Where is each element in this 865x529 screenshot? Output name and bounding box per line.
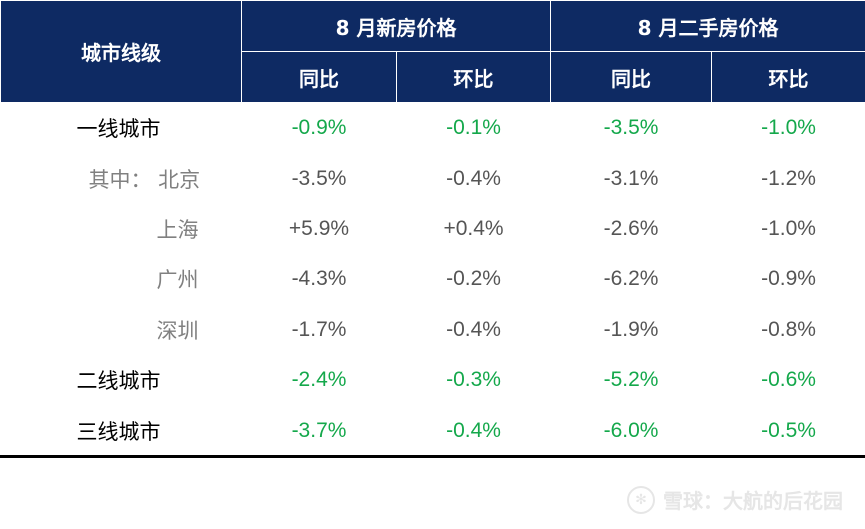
cell-resale-yoy: -1.9%	[603, 317, 659, 341]
table-bottom-rule	[0, 455, 865, 458]
cell-resale-yoy: -5.2%	[603, 368, 659, 392]
header-new-yoy: 同比	[241, 51, 397, 103]
header-row-2: 同比 环比 同比 环比	[1, 51, 865, 103]
row-label: 上海	[156, 217, 199, 242]
row-label: 深圳	[156, 318, 199, 343]
row-label: 其中： 北京	[88, 167, 201, 192]
header-resale-home: 8 月二手房价格	[550, 0, 865, 52]
cell-new-yoy: -2.4%	[291, 368, 347, 392]
row-label: 二线城市	[76, 369, 161, 394]
table-row: 三线城市 -3.7% -0.4% -6.0% -0.5%	[1, 405, 865, 455]
cell-new-mom: -0.4%	[446, 317, 501, 341]
header-row-1: 城市线级 8 月新房价格 8 月二手房价格	[0, 0, 865, 103]
cell-resale-mom: -0.6%	[761, 368, 816, 392]
cell-new-yoy: -1.7%	[291, 317, 347, 341]
watermark-text: 雪球：大航的后花园	[663, 489, 843, 513]
cell-resale-yoy: -6.0%	[603, 418, 659, 442]
row-label: 一线城市	[76, 117, 161, 142]
cell-resale-mom: -1.0%	[761, 216, 816, 240]
cell-resale-mom: -1.0%	[761, 116, 816, 140]
cell-new-mom: -0.4%	[446, 418, 501, 442]
cell-new-mom: -0.1%	[446, 116, 501, 140]
table-row: 上海 +5.9% +0.4% -2.6% -1.0%	[1, 204, 865, 254]
cell-resale-yoy: -3.5%	[603, 116, 659, 140]
cell-new-yoy: -3.7%	[291, 418, 347, 442]
table-row: 深圳 -1.7% -0.4% -1.9% -0.8%	[1, 305, 865, 355]
snowball-logo-icon: ✻	[627, 485, 655, 514]
header-resale-mom: 环比	[711, 51, 865, 103]
cell-new-yoy: -0.9%	[291, 116, 347, 140]
table-row: 二线城市 -2.4% -0.3% -5.2% -0.6%	[1, 355, 865, 405]
table-row: 广州 -4.3% -0.2% -6.2% -0.9%	[1, 254, 865, 304]
cell-resale-yoy: -3.1%	[603, 166, 659, 190]
cell-resale-mom: -0.5%	[761, 418, 816, 442]
cell-new-mom: -0.3%	[446, 368, 501, 392]
cell-resale-mom: -1.2%	[761, 166, 816, 190]
table-row: 其中： 北京 -3.5% -0.4% -3.1% -1.2%	[1, 153, 865, 203]
table-row: 一线城市 -0.9% -0.1% -3.5% -1.0%	[1, 103, 865, 154]
header-resale-yoy: 同比	[550, 51, 713, 103]
row-label: 广州	[156, 268, 199, 293]
header-city-tier: 城市线级	[0, 0, 242, 103]
cell-new-mom: +0.4%	[443, 216, 504, 240]
watermark: ✻ 雪球：大航的后花园	[627, 485, 843, 514]
cell-resale-yoy: -6.2%	[603, 267, 659, 291]
cell-resale-mom: -0.8%	[761, 317, 816, 341]
header-new-mom: 环比	[395, 51, 552, 103]
cell-resale-yoy: -2.6%	[603, 216, 659, 240]
cell-new-yoy: -3.5%	[291, 166, 347, 190]
row-label: 三线城市	[76, 419, 161, 444]
cell-new-mom: -0.2%	[446, 267, 501, 291]
cell-resale-mom: -0.9%	[761, 267, 816, 291]
cell-new-yoy: +5.9%	[288, 216, 350, 240]
cell-new-yoy: -4.3%	[291, 267, 347, 291]
header-new-home: 8 月新房价格	[240, 0, 552, 52]
cell-new-mom: -0.4%	[446, 166, 501, 190]
price-table: 城市线级 8 月新房价格 8 月二手房价格 同比 环比 同比 环比 一线城市 -…	[0, 0, 865, 455]
